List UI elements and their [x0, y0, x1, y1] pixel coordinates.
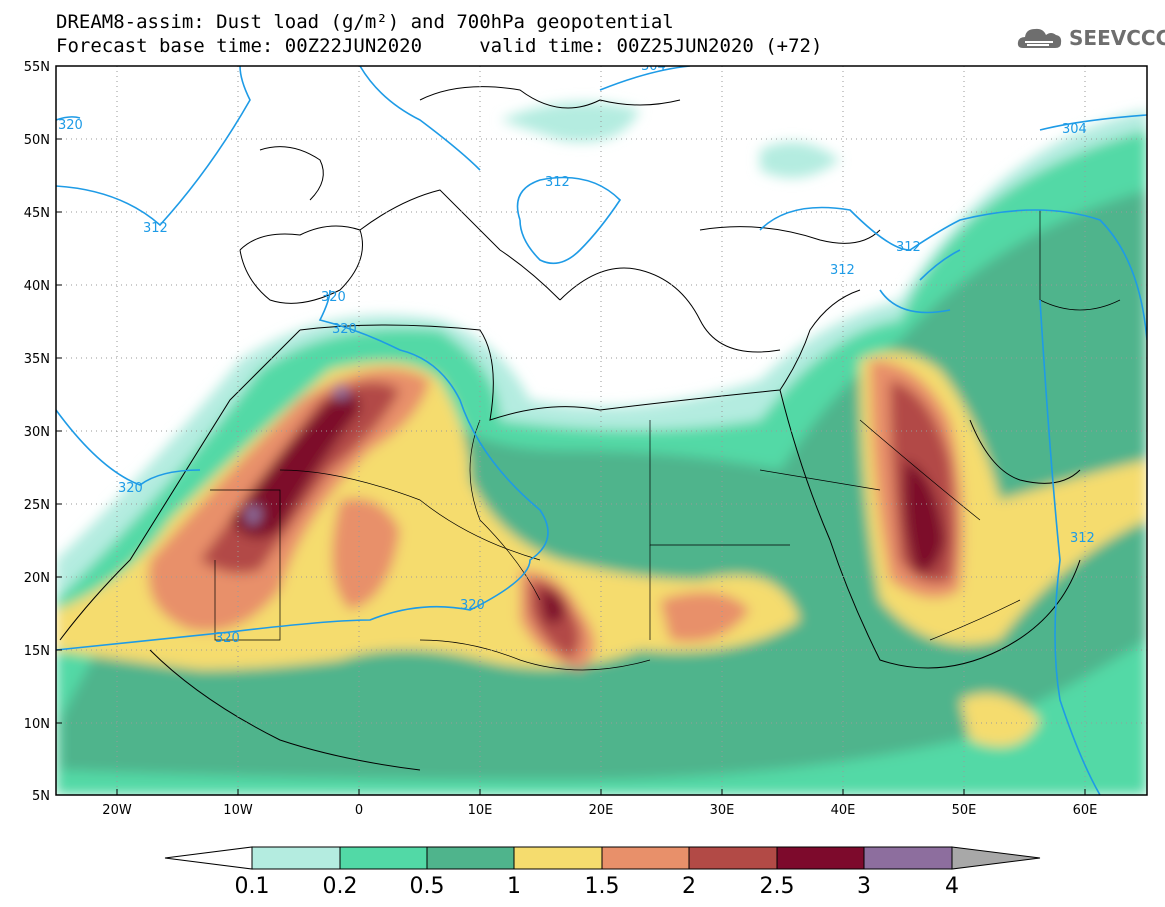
contour-label: 304 [1062, 122, 1087, 137]
colorbar-segment [339, 846, 428, 870]
colorbar [164, 846, 1041, 870]
coastlines [59, 86, 1081, 771]
lon-label: 50E [952, 803, 977, 818]
lat-label: 25N [24, 498, 50, 513]
contour-label: 320 [332, 322, 357, 337]
lon-label: 10E [468, 803, 493, 818]
lat-label: 5N [32, 789, 50, 804]
lon-label: 30E [710, 803, 735, 818]
lon-label: 0 [355, 803, 363, 818]
grid-lines [56, 66, 1147, 795]
colorbar-segment [426, 846, 515, 870]
country-borders [210, 210, 1121, 671]
lon-label: 60E [1073, 803, 1098, 818]
colorbar-label: 4 [945, 874, 959, 899]
lon-label: 20E [589, 803, 614, 818]
tick-marks [56, 65, 1086, 796]
colorbar-segment [863, 846, 953, 870]
lat-label: 45N [24, 206, 50, 221]
contour-label: 320 [460, 598, 485, 613]
contour-label: 312 [1070, 531, 1095, 546]
map-title: DREAM8-assim: Dust load (g/m²) and 700hP… [56, 11, 674, 33]
dust-field [56, 102, 1147, 795]
colorbar-labels: 0.1 0.2 0.5 1 1.5 2 2.5 3 4 [235, 874, 960, 899]
lat-label: 30N [24, 425, 50, 440]
lon-label: 40E [831, 803, 856, 818]
latitude-labels: 55N 50N 45N 40N 35N 30N 25N 20N 15N 10N … [24, 60, 50, 804]
seevccc-logo: SEEVCCC [1015, 22, 1165, 54]
contour-label: 304 [641, 59, 666, 74]
colorbar-label: 1 [507, 874, 521, 899]
geopotential-contours [56, 66, 1147, 795]
lat-label: 20N [24, 571, 50, 586]
colorbar-low-arrow [164, 846, 253, 870]
contour-label: 312 [896, 240, 921, 255]
contour-labels: 320 312 312 304 312 312 320 320 320 320 … [58, 59, 1095, 646]
contour-label: 320 [215, 631, 240, 646]
contour-label: 312 [545, 175, 570, 190]
colorbar-label: 1.5 [585, 874, 620, 899]
lat-label: 40N [24, 279, 50, 294]
contour-label: 320 [58, 118, 83, 133]
colorbar-label: 0.5 [410, 874, 445, 899]
colorbar-segment [513, 846, 603, 870]
colorbar-segment [776, 846, 865, 870]
contour-label: 312 [143, 221, 168, 236]
lat-label: 10N [24, 717, 50, 732]
colorbar-segment [251, 846, 341, 870]
colorbar-segment [688, 846, 778, 870]
lat-label: 35N [24, 352, 50, 367]
cloud-logo-icon [1017, 28, 1062, 48]
map-area: 320 312 312 304 312 312 320 320 320 320 … [56, 59, 1147, 795]
colorbar-high-arrow [951, 846, 1041, 870]
lon-label: 20W [102, 803, 132, 818]
contour-label: 320 [118, 481, 143, 496]
colorbar-label: 3 [857, 874, 871, 899]
longitude-labels: 20W 10W 0 10E 20E 30E 40E 50E 60E [102, 803, 1097, 818]
lon-label: 10W [223, 803, 253, 818]
colorbar-segment [601, 846, 690, 870]
contour-label: 320 [321, 290, 346, 305]
forecast-times: Forecast base time: 00Z22JUN2020 valid t… [56, 35, 823, 57]
colorbar-label: 0.1 [235, 874, 270, 899]
lat-label: 50N [24, 133, 50, 148]
logo-text: SEEVCCC [1069, 26, 1165, 50]
lat-label: 55N [24, 60, 50, 75]
lat-label: 15N [24, 644, 50, 659]
colorbar-label: 2 [682, 874, 696, 899]
colorbar-label: 2.5 [760, 874, 795, 899]
colorbar-label: 0.2 [323, 874, 358, 899]
contour-label: 312 [830, 263, 855, 278]
